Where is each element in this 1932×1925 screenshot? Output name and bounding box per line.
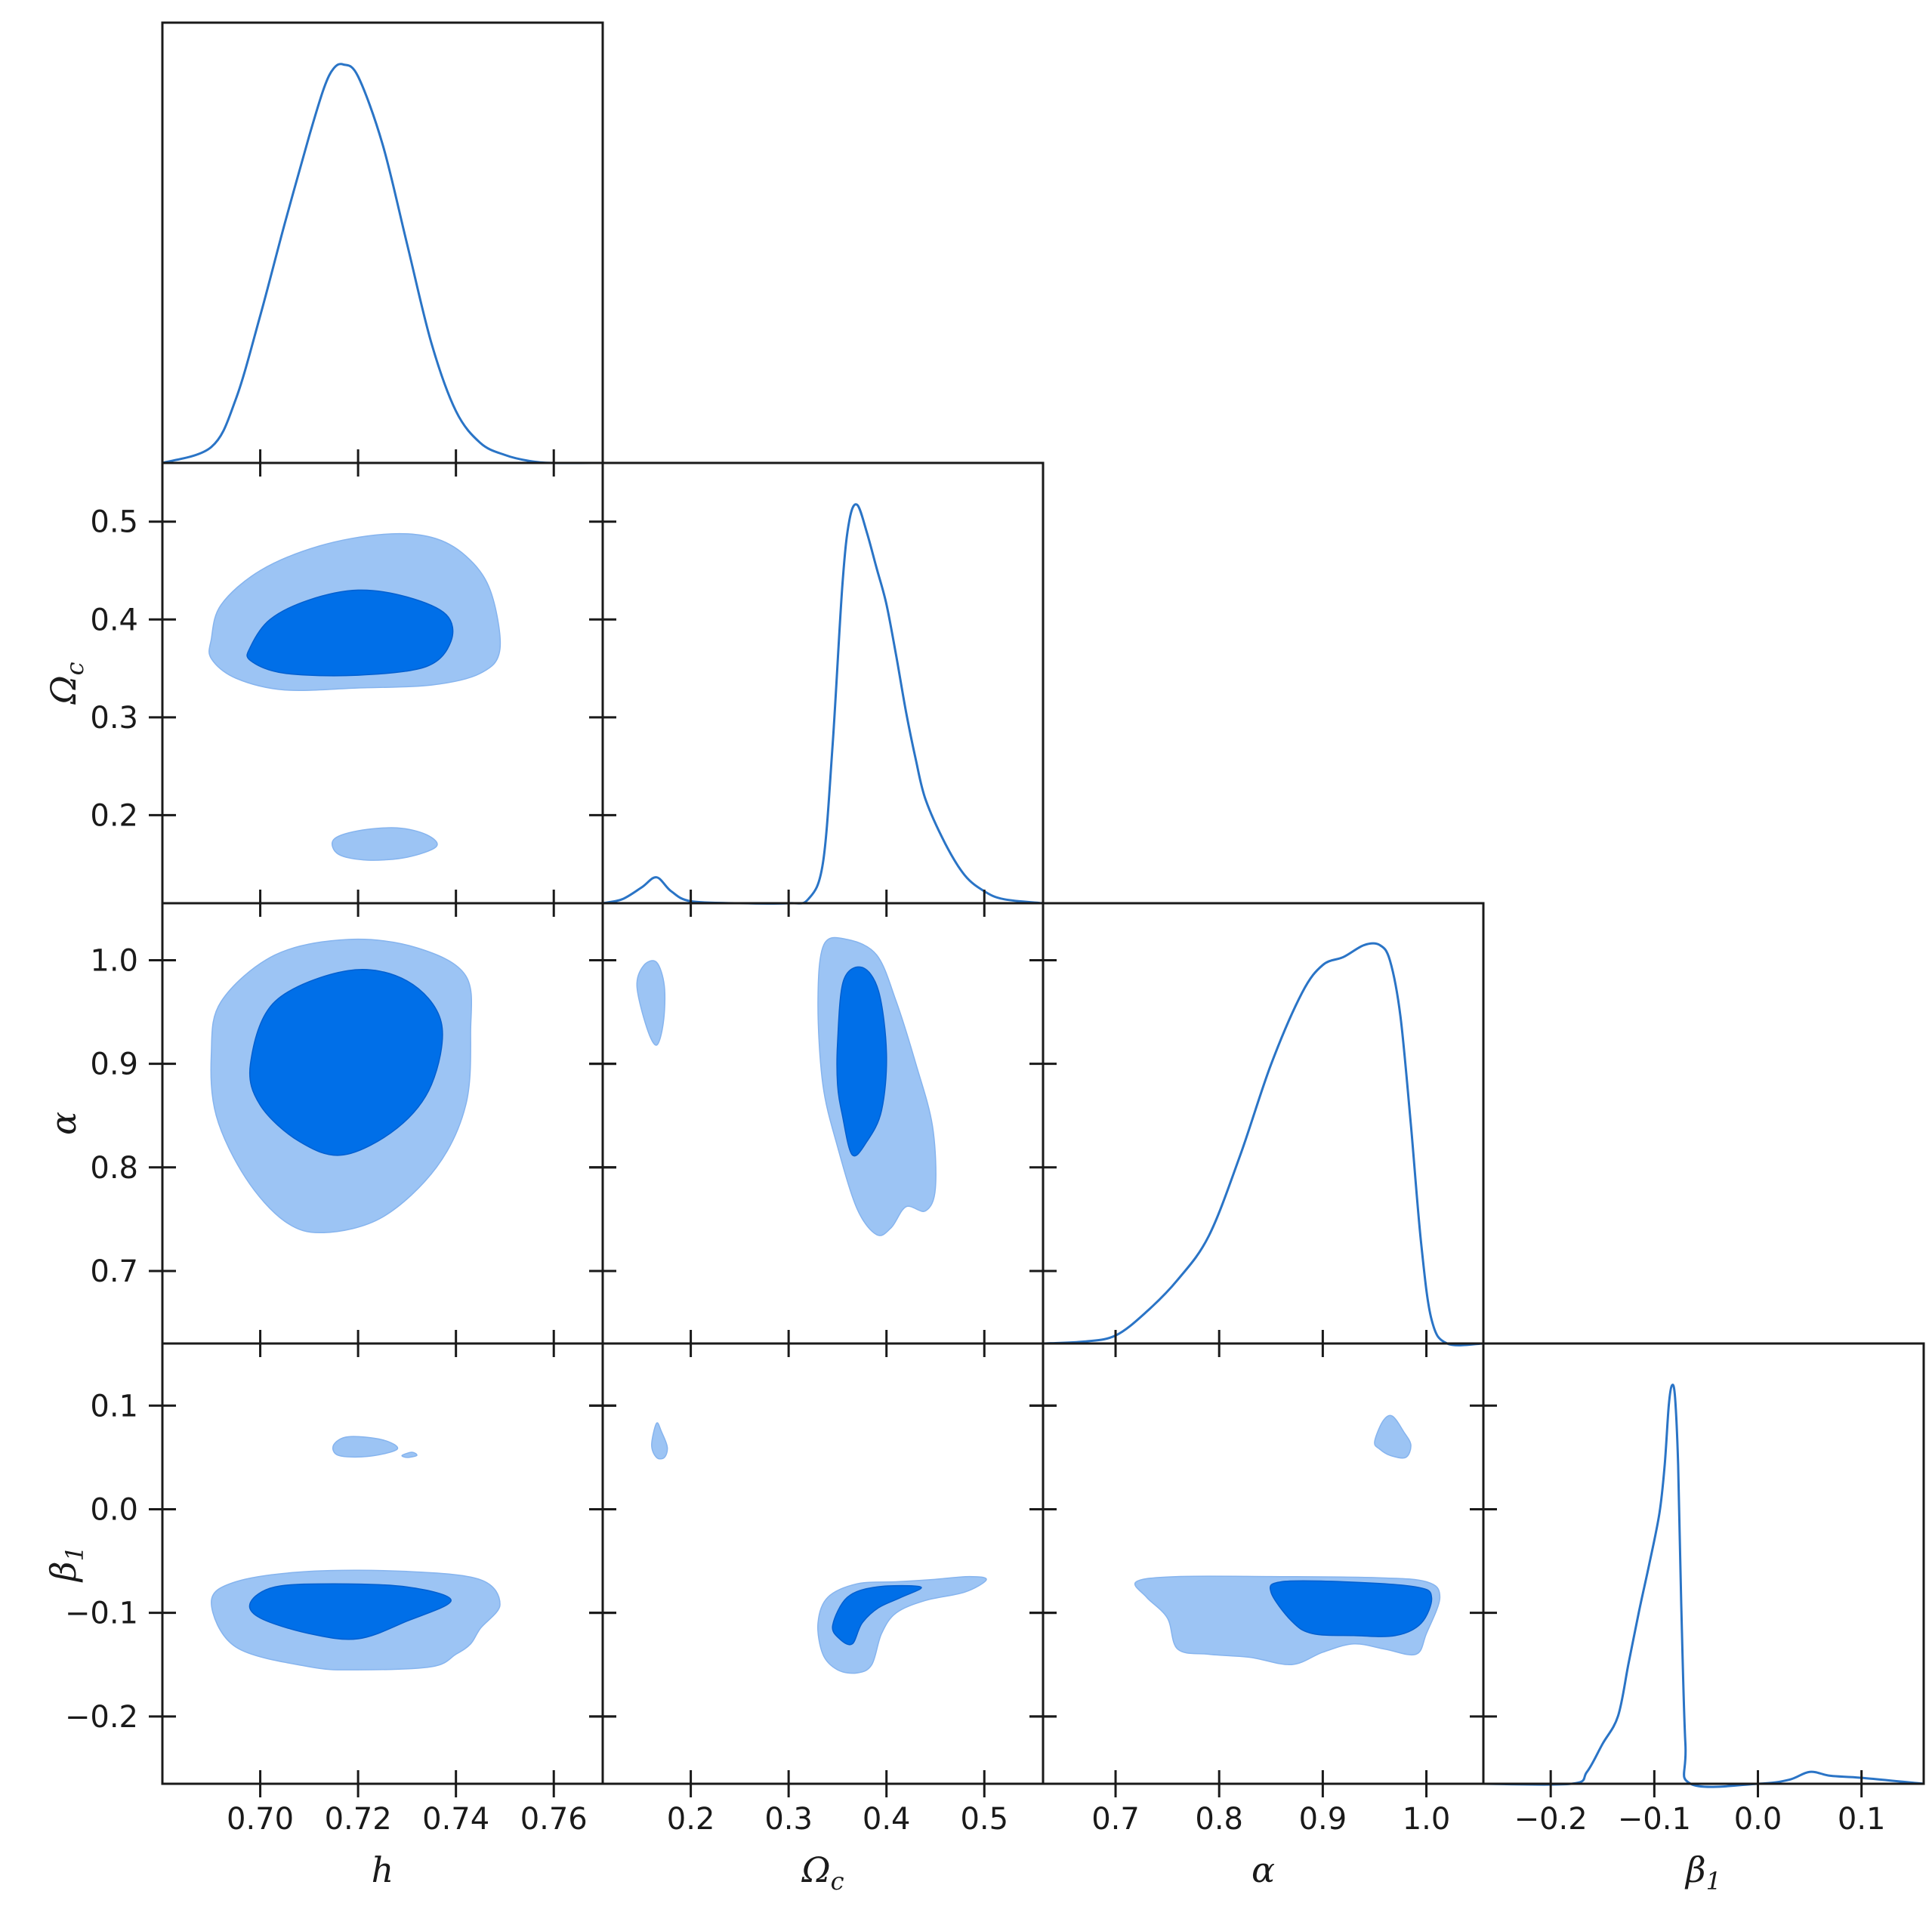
xtick-label-omega_c-0: 0.2	[667, 1802, 715, 1837]
xtick-label-beta1-1: −0.1	[1618, 1802, 1691, 1837]
xtick-label-beta1-3: 0.1	[1838, 1802, 1886, 1837]
xtick-label-omega_c-1: 0.3	[764, 1802, 813, 1837]
xtick-label-omega_c-2: 0.4	[863, 1802, 911, 1837]
xtick-label-beta1-0: −0.2	[1514, 1802, 1588, 1837]
panel-frame-3-0	[161, 1342, 604, 1785]
xtick-label-beta1-2: 0.0	[1734, 1802, 1782, 1837]
contour-outer-alpha-beta1-0	[1374, 1414, 1412, 1459]
ytick-label-omega_c-0: 0.2	[90, 798, 138, 833]
xtick-label-h-3: 0.76	[520, 1802, 588, 1837]
panel-frame-3-2	[1042, 1342, 1485, 1785]
panel-frame-3-3	[1482, 1342, 1925, 1785]
contour-outer-h-beta1-0	[332, 1436, 399, 1458]
contour-inner-alpha-beta1-0	[1269, 1580, 1433, 1637]
yaxis-label-omega_c: Ωc	[43, 662, 89, 705]
marginal-curve-beta1	[1483, 1384, 1924, 1788]
xaxis-label-alpha: α	[1251, 1849, 1275, 1890]
marginal-curve-h	[162, 63, 603, 464]
contour-outer-omega_c-beta1-0	[651, 1422, 668, 1460]
ytick-label-alpha-3: 1.0	[90, 943, 138, 978]
xaxis-label-beta1: β1	[1684, 1849, 1721, 1896]
yaxis-label-alpha: α	[43, 1112, 84, 1135]
xtick-label-alpha-3: 1.0	[1403, 1802, 1451, 1837]
contour-outer-h-beta1-1	[401, 1451, 418, 1458]
contour-inner-omega_c-beta1-0	[832, 1584, 922, 1646]
panel-frame-2-2	[1042, 902, 1485, 1345]
xtick-label-omega_c-3: 0.5	[960, 1802, 1008, 1837]
xtick-label-h-2: 0.74	[422, 1802, 489, 1837]
plot-layer: 0.70 0.72 0.74 0.76 h 0.2 0.3 0.4 0.5 Ωc 0.7 0.8 0.9…	[43, 21, 1925, 1896]
contour-inner-h-omega_c-0	[246, 589, 454, 677]
contour-inner-h-alpha-0	[249, 969, 443, 1156]
xtick-label-alpha-2: 0.9	[1299, 1802, 1347, 1837]
ytick-label-omega_c-2: 0.4	[90, 603, 138, 637]
marginal-curve-omega_c	[602, 503, 1044, 905]
xaxis-label-h: h	[372, 1849, 394, 1890]
contour-inner-h-beta1-0	[248, 1583, 452, 1640]
ytick-label-alpha-2: 0.9	[90, 1047, 138, 1082]
xtick-label-h-1: 0.72	[325, 1802, 392, 1837]
ytick-label-alpha-1: 0.8	[90, 1151, 138, 1186]
panel-frame-1-1	[601, 461, 1045, 905]
xtick-label-alpha-0: 0.7	[1091, 1802, 1140, 1837]
contour-outer-omega_c-alpha-0	[636, 960, 666, 1046]
contour-outer-h-omega_c-1	[332, 827, 438, 861]
xtick-label-alpha-1: 0.8	[1195, 1802, 1243, 1837]
ytick-label-omega_c-1: 0.3	[90, 701, 138, 736]
panel-frame-3-1	[601, 1342, 1045, 1785]
ytick-label-beta1-1: −0.1	[65, 1596, 138, 1631]
xtick-label-h-0: 0.70	[227, 1802, 294, 1837]
ytick-label-alpha-0: 0.7	[90, 1254, 138, 1289]
ytick-label-beta1-0: −0.2	[65, 1700, 138, 1735]
ytick-label-omega_c-3: 0.5	[90, 505, 138, 540]
contour-inner-omega_c-alpha-0	[836, 966, 887, 1157]
marginal-curve-alpha	[1042, 942, 1484, 1347]
ytick-label-beta1-3: 0.1	[90, 1389, 138, 1424]
xaxis-label-omega_c: Ωc	[801, 1849, 844, 1896]
yaxis-label-beta1: β1	[43, 1546, 89, 1583]
ytick-label-beta1-2: 0.0	[90, 1492, 138, 1527]
panel-frame-0-0	[161, 21, 604, 464]
